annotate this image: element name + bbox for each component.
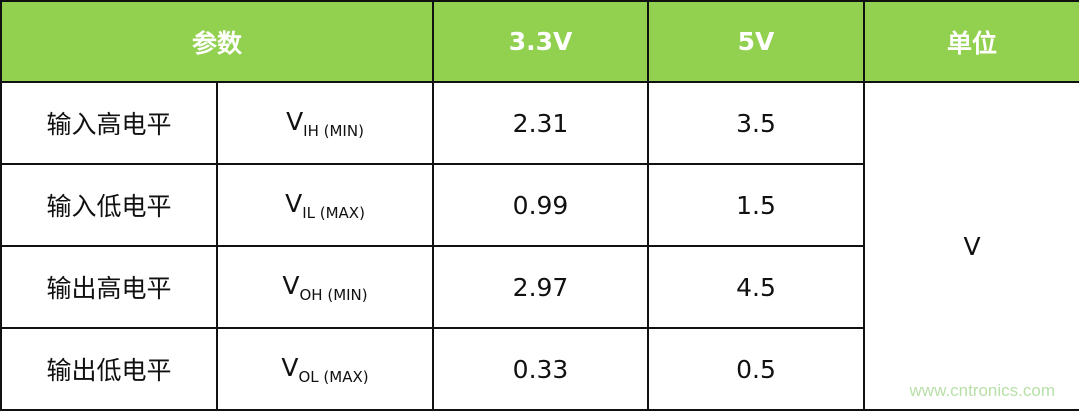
param-name: 输入高电平	[0, 81, 218, 165]
unit-value: V	[863, 81, 1079, 411]
param-symbol: VOH (MIN)	[215, 245, 435, 329]
param-name: 输出高电平	[0, 245, 218, 329]
header-row: 参数 3.3V 5V 单位	[0, 0, 1079, 83]
table-row: 输入低电平 VIL (MAX) 0.99 1.5	[0, 163, 1079, 247]
header-5v: 5V	[647, 0, 866, 83]
header-3v3: 3.3V	[432, 0, 650, 83]
watermark: www.cntronics.com	[905, 381, 1059, 401]
param-symbol: VIH (MIN)	[215, 81, 435, 165]
param-name: 输出低电平	[0, 327, 218, 411]
value-5v: 1.5	[647, 163, 866, 247]
value-3v3: 2.97	[432, 245, 650, 329]
value-3v3: 0.33	[432, 327, 650, 411]
table-row: 输出高电平 VOH (MIN) 2.97 4.5	[0, 245, 1079, 329]
value-5v: 3.5	[647, 81, 866, 165]
param-name: 输入低电平	[0, 163, 218, 247]
value-5v: 0.5	[647, 327, 866, 411]
header-param: 参数	[0, 0, 435, 83]
param-symbol: VOL (MAX)	[215, 327, 435, 411]
table-row: 输入高电平 VIH (MIN) 2.31 3.5 V	[0, 81, 1079, 411]
value-3v3: 2.31	[432, 81, 650, 165]
param-symbol: VIL (MAX)	[215, 163, 435, 247]
value-3v3: 0.99	[432, 163, 650, 247]
value-5v: 4.5	[647, 245, 866, 329]
header-unit: 单位	[863, 0, 1079, 83]
